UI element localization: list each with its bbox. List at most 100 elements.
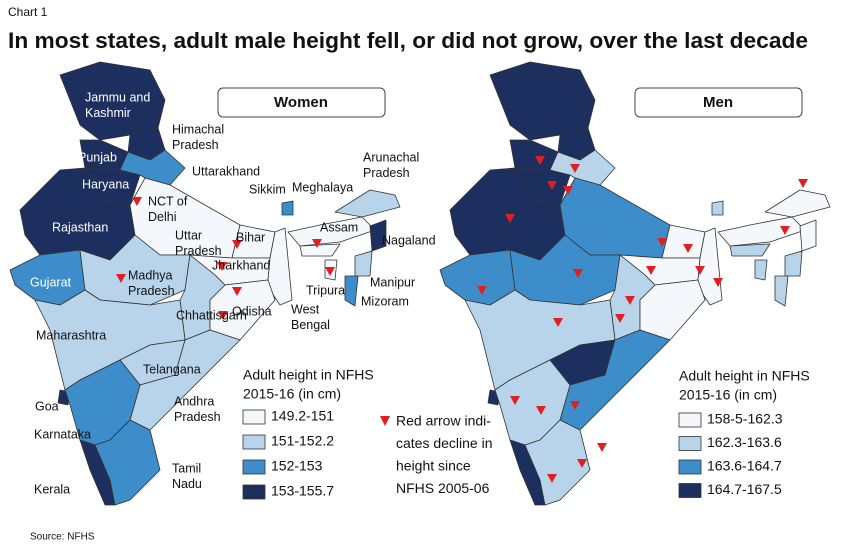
note: cates decline in <box>396 435 493 451</box>
decline-arrow <box>713 278 723 287</box>
state <box>717 216 806 247</box>
decline-arrow <box>563 186 573 195</box>
legend-label: 164.7-167.5 <box>707 481 782 497</box>
state <box>524 419 591 506</box>
decline-arrow <box>570 164 580 173</box>
note-arrow <box>380 416 390 426</box>
decline-arrow <box>547 181 557 190</box>
decline-arrow <box>577 459 587 468</box>
state-label: Goa <box>35 399 59 413</box>
state-label: Manipur <box>370 275 415 289</box>
state-label: Bengal <box>291 318 330 332</box>
state <box>711 200 724 216</box>
state-label: Punjab <box>78 150 117 164</box>
legend-swatch <box>678 412 702 428</box>
legend-title: Adult height in NFHS <box>679 368 810 384</box>
decline-arrow <box>570 401 580 410</box>
state-label: Nagaland <box>382 233 436 247</box>
legend-title: 2015-16 (in cm) <box>243 386 341 402</box>
note: height since <box>396 458 471 474</box>
state-label: Odisha <box>232 304 272 318</box>
decline-arrow <box>116 274 126 283</box>
decline-arrow <box>217 262 227 271</box>
decline-arrow <box>477 286 487 295</box>
state-label: Arunachal <box>363 150 419 164</box>
decline-arrow <box>510 396 520 405</box>
legend-label: 152-153 <box>271 458 323 474</box>
legend-swatch <box>678 436 702 451</box>
state-label: Mizoram <box>361 294 409 308</box>
decline-arrow <box>597 443 607 452</box>
state <box>697 227 723 306</box>
decline-arrow <box>646 266 656 275</box>
panel-title: Men <box>703 94 733 111</box>
state-label: Tripura <box>306 283 345 297</box>
state-label: Bihar <box>236 230 265 244</box>
legend-label: 151-152.2 <box>271 433 334 449</box>
legend-title: 2015-16 (in cm) <box>679 387 777 403</box>
state-label: Gujarat <box>30 275 72 289</box>
decline-arrow <box>232 287 242 296</box>
panel-title-box <box>634 87 803 118</box>
state-label: Assam <box>320 220 358 234</box>
state <box>509 139 559 171</box>
decline-arrow <box>695 266 705 275</box>
state-label: Sikkim <box>249 182 286 196</box>
state-label: Uttar <box>175 228 202 242</box>
state-label: Tamil <box>172 461 201 475</box>
decline-arrow <box>505 214 515 223</box>
legend-label: 149.2-151 <box>271 408 334 424</box>
state <box>489 61 596 141</box>
source: Source: NFHS <box>30 532 95 543</box>
decline-arrow <box>573 269 583 278</box>
decline-arrow <box>312 239 322 248</box>
state-label: Chhattisgarh <box>176 308 247 322</box>
legend-label: 158-5-162.3 <box>707 411 783 427</box>
decline-arrow <box>683 244 693 253</box>
state-label: NCT of <box>148 194 188 208</box>
state <box>334 189 401 218</box>
legend-title: Adult height in NFHS <box>243 367 374 383</box>
state-label: Meghalaya <box>292 180 353 194</box>
legend-label: 162.3-163.6 <box>707 434 782 450</box>
state-label: Madhya <box>128 268 173 282</box>
legend-swatch <box>678 459 702 475</box>
decline-arrow <box>132 197 142 206</box>
state-label: Pradesh <box>175 244 222 258</box>
state-label: Kashmir <box>85 106 131 120</box>
state <box>354 250 373 277</box>
decline-arrow <box>218 311 228 320</box>
state-label: Rajasthan <box>52 220 108 234</box>
decline-arrow <box>553 318 563 327</box>
state <box>799 219 817 252</box>
decline-arrow <box>615 314 625 323</box>
state-label: Himachal <box>172 122 224 136</box>
state-label: Delhi <box>148 210 177 224</box>
decline-arrow <box>325 267 335 276</box>
state-label: Haryana <box>82 177 129 191</box>
chart-label: Chart 1 <box>8 5 48 19</box>
state-label: Pradesh <box>172 138 219 152</box>
decline-arrow <box>232 240 242 249</box>
maps <box>9 61 831 506</box>
state <box>281 200 294 216</box>
panel-title: Women <box>274 94 328 111</box>
state <box>94 419 161 506</box>
map <box>9 61 401 506</box>
state-label: Pradesh <box>174 410 221 424</box>
map <box>439 61 831 506</box>
legend-swatch <box>242 409 266 425</box>
state <box>754 259 768 281</box>
state <box>729 243 771 257</box>
decline-arrow <box>536 406 546 415</box>
state-label: Karnataka <box>34 427 91 441</box>
state-label: Kerala <box>34 482 70 496</box>
note: NFHS 2005-06 <box>396 480 490 496</box>
state <box>764 189 831 218</box>
state <box>299 243 341 257</box>
legend-swatch <box>678 483 702 498</box>
state-label: Telangana <box>143 362 201 376</box>
state-label: West <box>291 302 320 316</box>
legend-label: 153-155.7 <box>271 483 334 499</box>
